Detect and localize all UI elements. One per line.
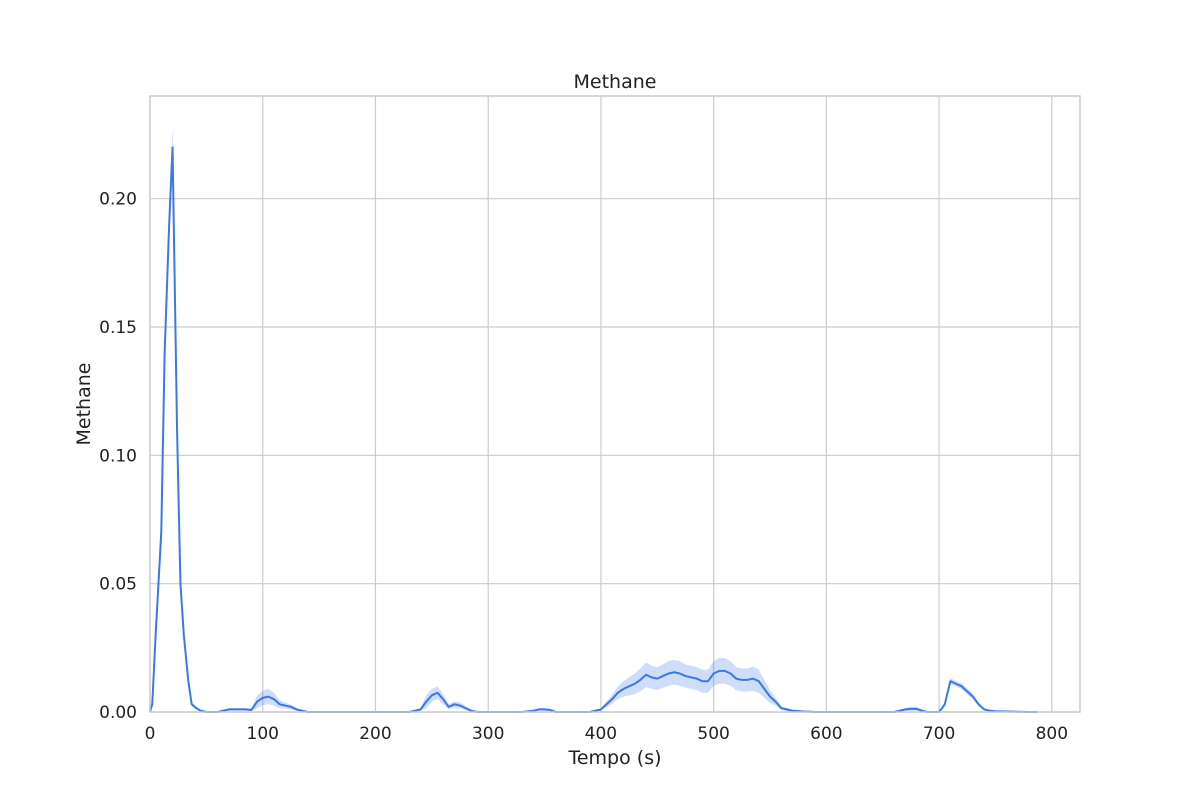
y-tick-label: 0.10 bbox=[99, 446, 137, 466]
x-tick-label: 200 bbox=[359, 724, 391, 744]
y-tick-label: 0.15 bbox=[99, 318, 137, 338]
x-tick-label: 100 bbox=[247, 724, 279, 744]
y-tick-label: 0.20 bbox=[99, 190, 137, 210]
x-tick-labels: 0 100 200 300 400 500 600 700 800 bbox=[145, 724, 1068, 744]
x-tick-label: 700 bbox=[923, 724, 955, 744]
confidence-band-layer bbox=[150, 126, 1038, 713]
grid-layer bbox=[149, 96, 1080, 713]
plot-frame bbox=[149, 95, 1081, 713]
x-tick-label: 600 bbox=[810, 724, 842, 744]
y-tick-labels: 0.00 0.05 0.10 0.15 0.20 bbox=[99, 190, 137, 723]
y-tick-label: 0.05 bbox=[99, 575, 137, 595]
confidence-band bbox=[150, 126, 1038, 713]
x-tick-label: 400 bbox=[585, 724, 617, 744]
x-tick-label: 800 bbox=[1036, 724, 1068, 744]
x-tick-label: 300 bbox=[472, 724, 504, 744]
series-line-layer bbox=[149, 146, 1038, 713]
chart-title: Methane bbox=[574, 71, 657, 93]
x-tick-label: 500 bbox=[697, 724, 729, 744]
y-axis-label: Methane bbox=[73, 363, 95, 446]
x-tick-label: 0 bbox=[145, 724, 156, 744]
axes-frame bbox=[149, 95, 1081, 713]
x-axis-label: Tempo (s) bbox=[567, 747, 661, 769]
methane-series-line bbox=[149, 146, 1038, 713]
y-tick-label: 0.00 bbox=[99, 703, 137, 723]
